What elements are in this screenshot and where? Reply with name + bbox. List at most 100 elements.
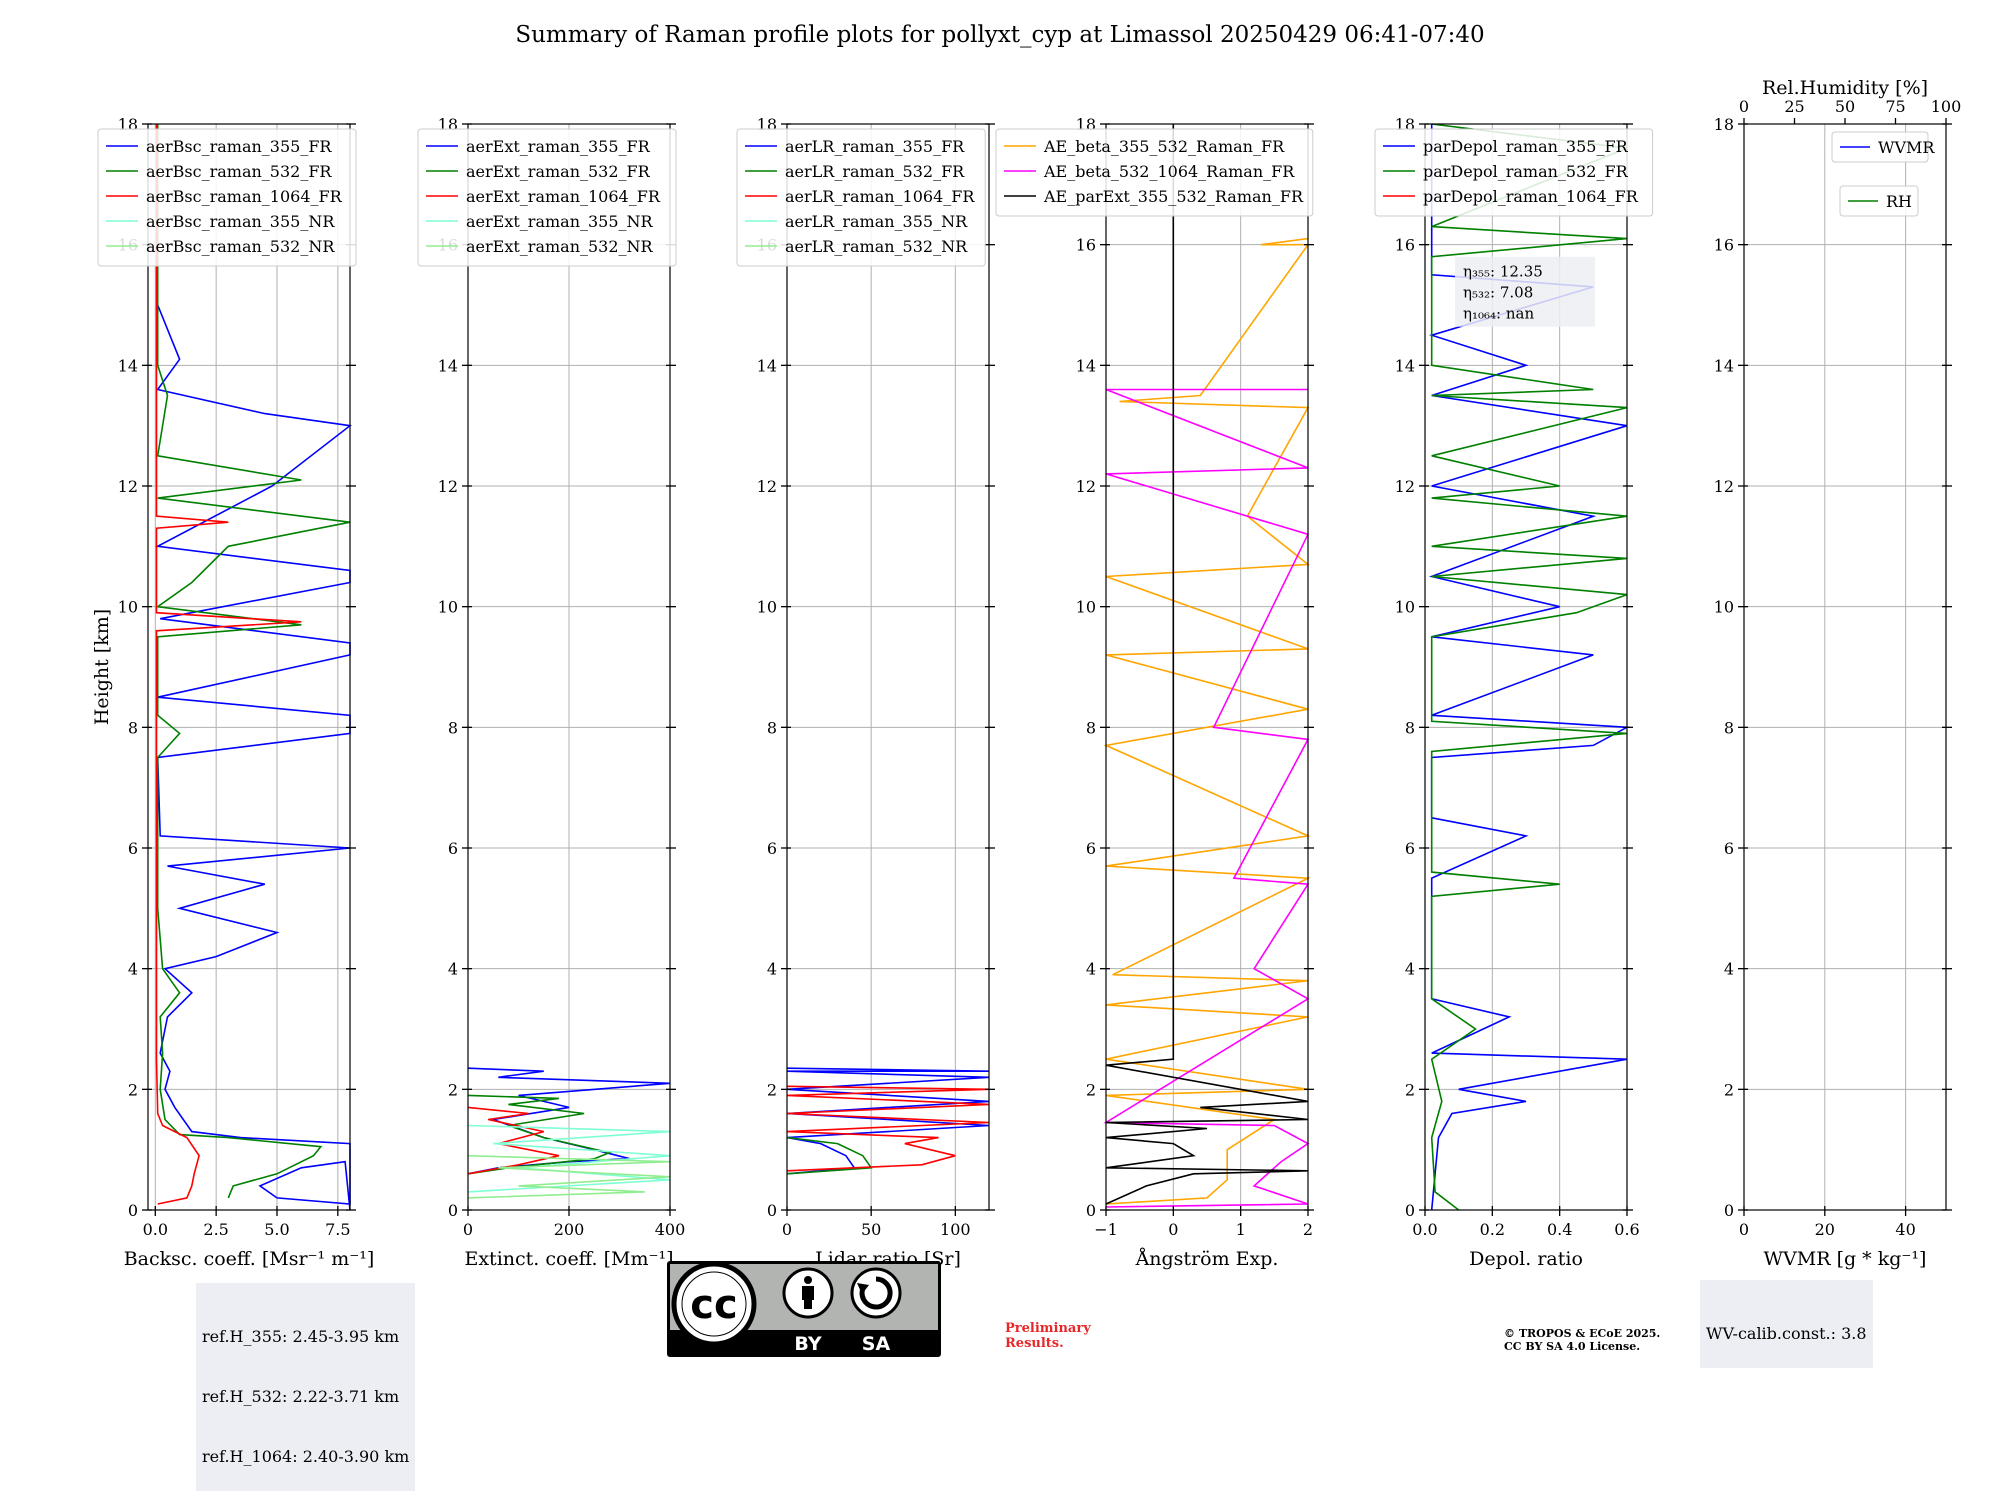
x-tick-label: 200 [554, 1220, 585, 1239]
legend-box [736, 128, 986, 267]
legend: parDepol_raman_355_FR parDepol_raman_532_… [1374, 128, 1654, 217]
panel-lidar_ratio: 024681012141618050100Lidar ratio [Sr]aer… [736, 115, 995, 1270]
copyright-line-1: © TROPOS & ECoE 2025. [1504, 1327, 1661, 1340]
y-tick-label: 12 [1714, 477, 1734, 496]
legend: aerExt_raman_355_FR aerExt_raman_532_FRae… [417, 128, 677, 267]
top-x-tick-label: 0 [1739, 97, 1749, 116]
axes-frame [786, 123, 990, 1211]
y-tick-label: 6 [1086, 839, 1096, 858]
y-tick-label: 16 [1076, 236, 1096, 255]
y-tick-label: 12 [757, 477, 777, 496]
ref-height-532: ref.H_532: 2.22-3.71 km [202, 1387, 400, 1406]
legend-label-parDepol_raman_1064_FR: parDepol_raman_1064_FR [1423, 187, 1639, 206]
legend-box [417, 128, 677, 267]
y-tick-label: 14 [1395, 356, 1415, 375]
y-tick-label: 4 [448, 960, 458, 979]
y-tick-label: 8 [767, 718, 777, 737]
y-tick-label: 0 [128, 1201, 138, 1220]
x-axis-label: Depol. ratio [1469, 1248, 1583, 1270]
y-tick-label: 14 [1076, 356, 1096, 375]
annotation-line: η₅₃₂: 7.08 [1463, 284, 1533, 302]
y-axis-label: Height [km] [91, 609, 113, 725]
series-line-parDepol_raman_355_FR [1428, 124, 1630, 1211]
legend-box [1374, 128, 1654, 217]
y-tick-label: 14 [438, 356, 458, 375]
y-tick-label: 6 [448, 839, 458, 858]
legend-label-parDepol_raman_532_FR: parDepol_raman_532_FR [1423, 162, 1629, 181]
y-tick-label: 14 [757, 356, 777, 375]
x-tick-label: 0.4 [1547, 1220, 1572, 1239]
y-tick-label: 14 [1714, 356, 1734, 375]
axes-frame [1743, 123, 1947, 1211]
y-tick-label: 4 [767, 960, 777, 979]
axes-frame [1424, 123, 1628, 1211]
y-tick-label: 16 [1714, 236, 1734, 255]
series-line-aerBsc_raman_355_FR [155, 124, 352, 1211]
reference-heights-box: ref.H_355: 2.45-3.95 km ref.H_532: 2.22-… [196, 1283, 416, 1491]
legend: AE_beta_355_532_Raman_FR AE_beta_532_1064… [995, 128, 1314, 217]
x-tick-label: 50 [861, 1220, 881, 1239]
legend-label-aerBsc_raman_1064_FR: aerBsc_raman_1064_FR [146, 187, 343, 206]
x-axis-label: WVMR [g * kg⁻¹] [1764, 1248, 1927, 1270]
legend-label-AE_beta_532_1064_Raman_FR: AE_beta_532_1064_Raman_FR [1043, 162, 1295, 181]
y-tick-label: 12 [1395, 477, 1415, 496]
cc-by-sa-license-logo: cc BY SA [666, 1260, 942, 1362]
y-tick-label: 8 [128, 718, 138, 737]
series-line-aerExt_raman_532_FR [467, 1094, 613, 1175]
y-tick-label: 12 [438, 477, 458, 496]
y-tick-label: 8 [1086, 718, 1096, 737]
legend-label-aerBsc_raman_532_NR: aerBsc_raman_532_NR [146, 237, 335, 256]
preliminary-results-note: Preliminary Results. [1005, 1321, 1091, 1351]
page-title: Summary of Raman profile plots for polly… [515, 22, 1485, 48]
legend-label-parDepol_raman_355_FR: parDepol_raman_355_FR [1423, 137, 1629, 156]
x-tick-label: 100 [940, 1220, 971, 1239]
y-tick-label: 0 [767, 1201, 777, 1220]
ref-height-355: ref.H_355: 2.45-3.95 km [202, 1327, 400, 1346]
panel-water_vapor: 0 2 4 6 8 10 12 14 16 18 0 20 40 WVMR [g * kg⁻¹] 0 25 50… [1714, 77, 1962, 1270]
top-x-axis-label: Rel.Humidity [%] [1762, 77, 1928, 99]
top-x-tick-label: 25 [1784, 97, 1804, 116]
y-tick-label: 0 [1724, 1201, 1734, 1220]
y-tick-label: 12 [1076, 477, 1096, 496]
copyright-line-2: CC BY SA 4.0 License. [1504, 1340, 1641, 1353]
x-tick-label: 2.5 [203, 1220, 228, 1239]
preliminary-line-1: Preliminary [1005, 1321, 1091, 1336]
x-tick-label: 0.2 [1480, 1220, 1505, 1239]
legend-label-aerBsc_raman_532_FR: aerBsc_raman_532_FR [146, 162, 332, 181]
x-tick-label: 0.0 [143, 1220, 168, 1239]
top-x-tick-label: 50 [1835, 97, 1855, 116]
y-tick-label: 4 [1405, 960, 1415, 979]
y-tick-label: 8 [1724, 718, 1734, 737]
y-tick-label: 14 [118, 356, 138, 375]
y-tick-label: 6 [1724, 839, 1734, 858]
legend-box [1839, 185, 1919, 217]
x-tick-label: 2 [1303, 1220, 1313, 1239]
legend-label-aerBsc_raman_355_FR: aerBsc_raman_355_FR [146, 137, 332, 156]
annotation-line: η₁₀₆₄: nan [1463, 305, 1534, 323]
panel-extinction: 0246810121416180200400Extinct. coeff. [M… [417, 115, 685, 1270]
x-tick-label: 0 [463, 1220, 473, 1239]
legend-label-aerLR_raman_355_FR: aerLR_raman_355_FR [785, 137, 965, 156]
x-axis-label: Extinct. coeff. [Mm⁻¹] [464, 1248, 673, 1270]
series-line-aerLR_raman_532_FR [786, 1136, 873, 1175]
y-tick-label: 2 [128, 1080, 138, 1099]
legend-box [995, 128, 1314, 217]
series-line-AE_beta_532_1064_Raman_FR [1103, 388, 1310, 1208]
x-tick-label: 40 [1895, 1220, 1915, 1239]
y-tick-label: 2 [767, 1080, 777, 1099]
y-tick-label: 12 [118, 477, 138, 496]
ref-height-1064: ref.H_1064: 2.40-3.90 km [202, 1447, 410, 1466]
legend-label-aerExt_raman_355_FR: aerExt_raman_355_FR [466, 137, 651, 156]
legend-label-aerExt_raman_532_FR: aerExt_raman_532_FR [466, 162, 651, 181]
y-tick-label: 10 [118, 598, 138, 617]
y-tick-label: 18 [1714, 115, 1734, 134]
x-tick-label: 0.0 [1412, 1220, 1437, 1239]
top-x-tick-label: 75 [1885, 97, 1905, 116]
legend: aerLR_raman_355_FR aerLR_raman_532_FR aerL… [736, 128, 986, 267]
series-line-aerBsc_raman_532_FR [155, 124, 351, 1199]
y-tick-label: 0 [448, 1201, 458, 1220]
x-axis-label: Ångström Exp. [1135, 1248, 1279, 1270]
y-tick-label: 2 [1724, 1080, 1734, 1099]
y-tick-label: 10 [757, 598, 777, 617]
